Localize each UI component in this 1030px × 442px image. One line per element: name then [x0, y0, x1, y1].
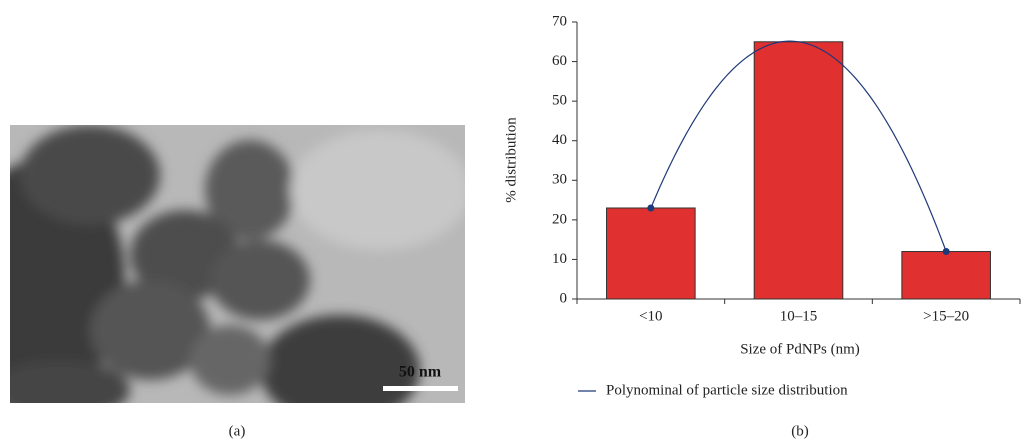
panel-label: (a)	[229, 423, 246, 439]
y-tick-label: 60	[552, 53, 567, 69]
y-tick-label: 0	[560, 290, 568, 306]
page: 50 nm (a) (b) Size of PdNPs (nm) % distr…	[0, 0, 1030, 442]
y-tick-label: 10	[552, 251, 567, 267]
x-tick-label: <10	[639, 308, 662, 324]
figure: 50 nm (a) (b) Size of PdNPs (nm) % distr…	[0, 0, 1030, 442]
bar	[607, 208, 696, 299]
scale-bar	[383, 386, 458, 391]
x-tick-label: 10–15	[780, 308, 818, 324]
legend-label: Polynominal of particle size distributio…	[606, 382, 848, 398]
y-tick-label: 20	[552, 211, 567, 227]
bar	[754, 42, 843, 299]
scale-bar-label: 50 nm	[399, 364, 442, 381]
panel-label: (b)	[791, 423, 809, 439]
x-tick-label: >15–20	[923, 308, 969, 324]
y-tick-label: 70	[552, 13, 567, 29]
x-axis-title: Size of PdNPs (nm)	[740, 341, 860, 357]
bar	[902, 252, 991, 299]
y-tick-label: 40	[552, 132, 567, 148]
trendline-marker	[943, 248, 950, 255]
y-tick-label: 30	[552, 172, 567, 188]
y-tick-label: 50	[552, 93, 567, 109]
trendline-marker	[647, 204, 654, 211]
y-axis-title: % distribution	[503, 117, 519, 203]
